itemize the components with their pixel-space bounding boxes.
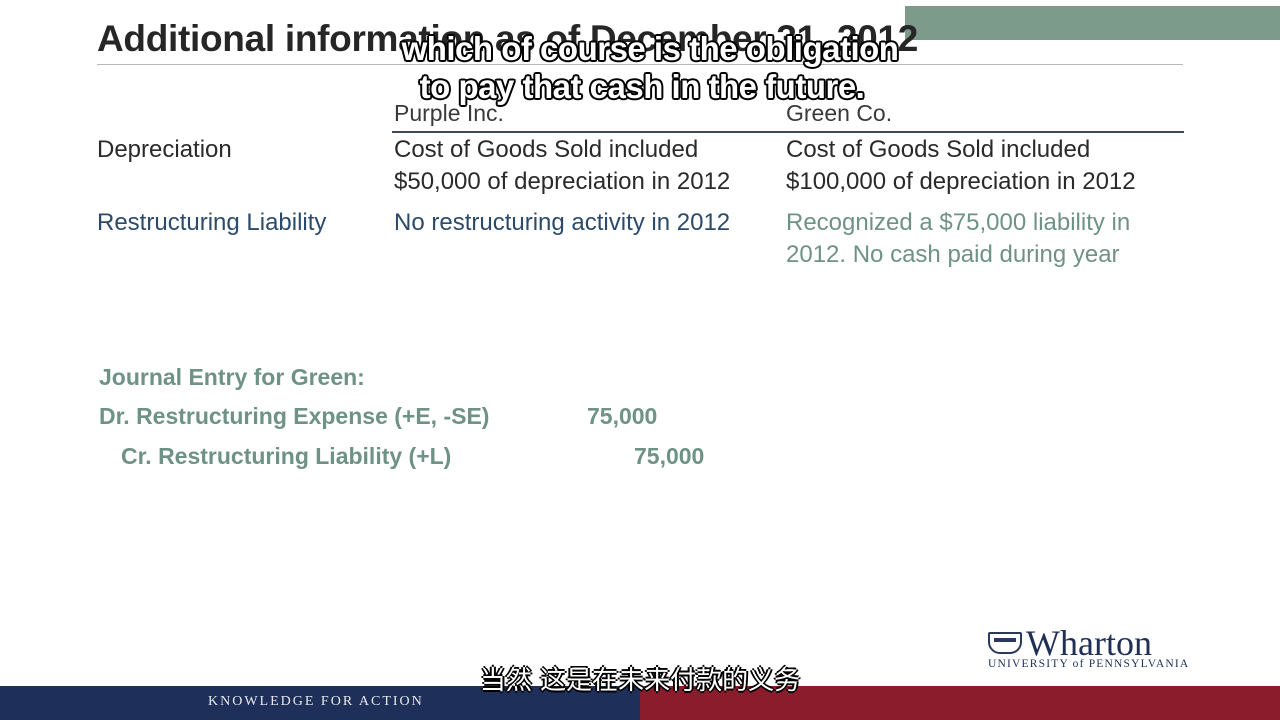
- journal-entry-heading: Journal Entry for Green:: [99, 364, 365, 390]
- cell-green-depreciation-line-1: Cost of Goods Sold included: [786, 136, 1091, 163]
- row-label-restructuring-liability: Restructuring Liability: [97, 209, 327, 236]
- cell-purple-restructuring: No restructuring activity in 2012: [394, 209, 731, 236]
- slide-title: Additional information as of December 31…: [97, 18, 918, 59]
- logo-wordmark: Wharton: [1026, 623, 1152, 663]
- column-header-purple: Purple Inc.: [394, 100, 504, 126]
- logo-subtitle: UNIVERSITY of PENNSYLVANIA: [988, 658, 1190, 670]
- cell-purple-depreciation-line-2: $50,000 of depreciation in 2012: [394, 168, 731, 195]
- footer-bar-red: [640, 686, 1280, 720]
- column-header-divider: [392, 131, 1184, 133]
- journal-debit-label: Dr. Restructuring Expense (+E, -SE): [99, 403, 490, 429]
- footer-tagline: KNOWLEDGE FOR ACTION: [208, 694, 424, 709]
- row-label-depreciation: Depreciation: [97, 136, 232, 163]
- chinese-caption: 当然 这是在未来付款的义务: [479, 666, 801, 696]
- english-caption-line-1: which of course is the obligation: [401, 30, 899, 67]
- journal-debit-amount: 75,000: [587, 403, 658, 429]
- journal-credit-label: Cr. Restructuring Liability (+L): [121, 443, 452, 469]
- cell-green-restructuring-line-1: Recognized a $75,000 liability in: [786, 209, 1131, 236]
- header-accent-block: [905, 6, 1280, 40]
- wharton-shield-icon: [988, 632, 1022, 654]
- cell-green-depreciation-line-2: $100,000 of depreciation in 2012: [786, 168, 1136, 195]
- wharton-logo: Wharton UNIVERSITY of PENNSYLVANIA: [988, 623, 1193, 674]
- english-caption-line-2: to pay that cash in the future.: [419, 68, 865, 105]
- journal-credit-amount: 75,000: [634, 443, 705, 469]
- title-divider: [97, 64, 1183, 65]
- footer-bar-navy: [0, 686, 640, 720]
- cell-green-restructuring-line-2: 2012. No cash paid during year: [786, 241, 1120, 268]
- column-header-green: Green Co.: [786, 100, 893, 126]
- cell-purple-depreciation-line-1: Cost of Goods Sold included: [394, 136, 699, 163]
